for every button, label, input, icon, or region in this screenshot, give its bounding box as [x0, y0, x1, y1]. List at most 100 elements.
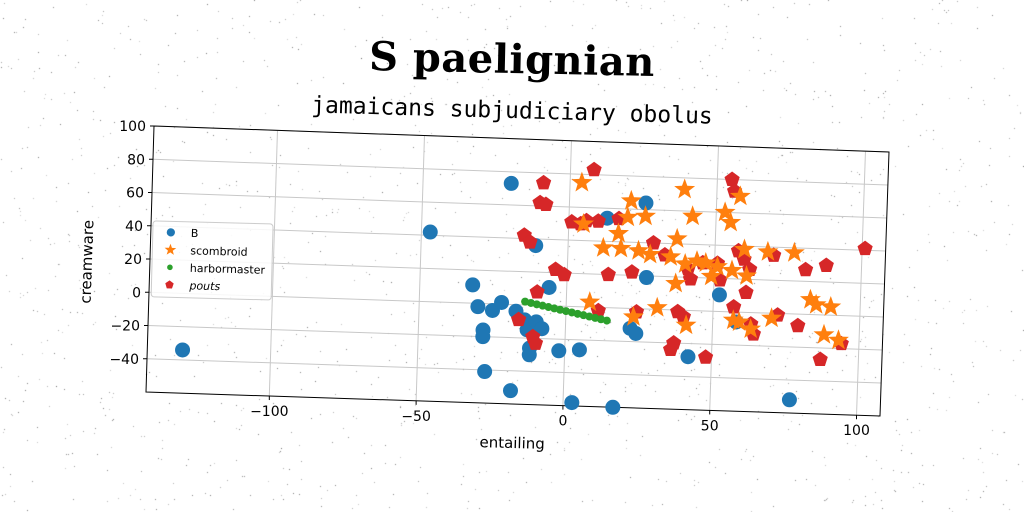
legend-marker-scombroid: [164, 243, 177, 255]
point-pouts: [812, 351, 828, 366]
point-scombroid: [714, 201, 736, 222]
point-pouts: [682, 271, 699, 286]
y-gridline: [146, 358, 882, 384]
y-axis-label: creamware: [77, 220, 98, 304]
legend-marker-pouts: [165, 280, 174, 289]
point-scombroid: [639, 243, 661, 264]
point-pouts: [666, 335, 682, 350]
point-pouts: [590, 213, 606, 228]
point-scombroid: [620, 189, 642, 210]
legend-label-pouts: pouts: [188, 279, 220, 293]
point-B: [475, 329, 491, 345]
y-tick-label: 60: [126, 186, 144, 202]
y-gridline: [147, 325, 883, 351]
point-pouts: [556, 266, 572, 282]
point-B: [571, 342, 587, 358]
point-pouts: [536, 174, 552, 190]
point-scombroid: [608, 222, 629, 243]
x-tick-label: −100: [250, 404, 288, 420]
point-B: [551, 343, 567, 359]
y-tick-label: −20: [110, 319, 140, 335]
point-B: [465, 277, 481, 293]
point-scombroid: [674, 253, 696, 273]
legend-marker-harbormaster: [167, 264, 173, 271]
point-B: [605, 399, 621, 415]
point-harbormaster: [602, 316, 611, 325]
point-pouts: [511, 311, 527, 327]
point-B: [494, 294, 510, 310]
point-B: [638, 195, 654, 211]
point-scombroid: [736, 265, 757, 285]
point-scombroid: [592, 236, 614, 257]
legend-box: [150, 220, 274, 301]
point-B: [470, 299, 486, 315]
point-scombroid: [783, 241, 805, 262]
point-scombroid: [757, 240, 779, 261]
point-pouts: [738, 284, 754, 299]
series-scombroid: [571, 171, 849, 350]
point-scombroid: [828, 329, 849, 350]
point-scombroid: [728, 311, 750, 331]
point-scombroid: [635, 205, 656, 226]
point-pouts: [698, 349, 714, 364]
data-marks: [175, 161, 873, 415]
x-tick-label: 50: [701, 418, 719, 434]
point-scombroid: [617, 206, 639, 227]
point-scombroid: [628, 239, 649, 260]
point-scombroid: [734, 238, 755, 259]
point-scombroid: [660, 245, 682, 266]
point-scombroid: [695, 252, 717, 272]
x-tick-label: −50: [401, 409, 431, 425]
y-gridline: [152, 158, 888, 186]
point-pouts: [645, 235, 662, 250]
point-B: [422, 224, 438, 240]
point-scombroid: [665, 272, 687, 293]
point-B: [502, 383, 518, 399]
point-scombroid: [682, 205, 704, 226]
point-scombroid: [707, 255, 728, 276]
y-tick-label: 100: [119, 119, 146, 135]
point-scombroid: [805, 293, 827, 314]
legend-label-harbormaster: harbormaster: [190, 262, 266, 277]
y-tick-label: 0: [132, 285, 141, 301]
point-scombroid: [674, 178, 696, 199]
point-pouts: [790, 317, 806, 333]
point-scombroid: [800, 288, 821, 309]
legend-marker-B: [166, 228, 175, 237]
y-gridline: [151, 192, 887, 219]
point-scombroid: [675, 314, 697, 335]
y-tick-label: −40: [109, 352, 139, 368]
point-B: [638, 270, 654, 286]
point-scombroid: [610, 237, 632, 258]
y-tick-label: 80: [127, 152, 145, 168]
axes-group: −100 −50 0 50 100 −40 −20 0 20 40 60 80 100 Bscombro…: [109, 119, 890, 439]
x-tick-label: 0: [558, 414, 567, 430]
point-B: [541, 280, 557, 296]
y-tick-label: 40: [125, 219, 143, 235]
legend-label-scombroid: scombroid: [190, 244, 248, 258]
point-B: [711, 287, 727, 303]
legend-label-B: B: [191, 227, 199, 240]
point-pouts: [522, 234, 538, 249]
point-scombroid: [646, 296, 668, 317]
point-scombroid: [820, 296, 842, 316]
point-B: [781, 392, 797, 408]
point-scombroid: [729, 185, 751, 206]
point-scombroid: [571, 171, 593, 192]
point-B: [175, 342, 191, 358]
point-B: [477, 364, 493, 380]
y-tick-label: 20: [124, 252, 142, 268]
point-B: [628, 325, 644, 341]
point-pouts: [798, 261, 814, 277]
point-pouts: [724, 171, 740, 186]
point-B: [521, 347, 537, 363]
point-pouts: [818, 257, 834, 272]
point-scombroid: [579, 291, 601, 311]
series-harbormaster: [521, 297, 611, 325]
point-pouts: [586, 161, 602, 177]
point-pouts: [538, 196, 554, 211]
ticks: −100 −50 0 50 100 −40 −20 0 20 40 60 80 100: [109, 119, 869, 439]
point-scombroid: [813, 323, 835, 344]
point-pouts: [600, 266, 616, 282]
